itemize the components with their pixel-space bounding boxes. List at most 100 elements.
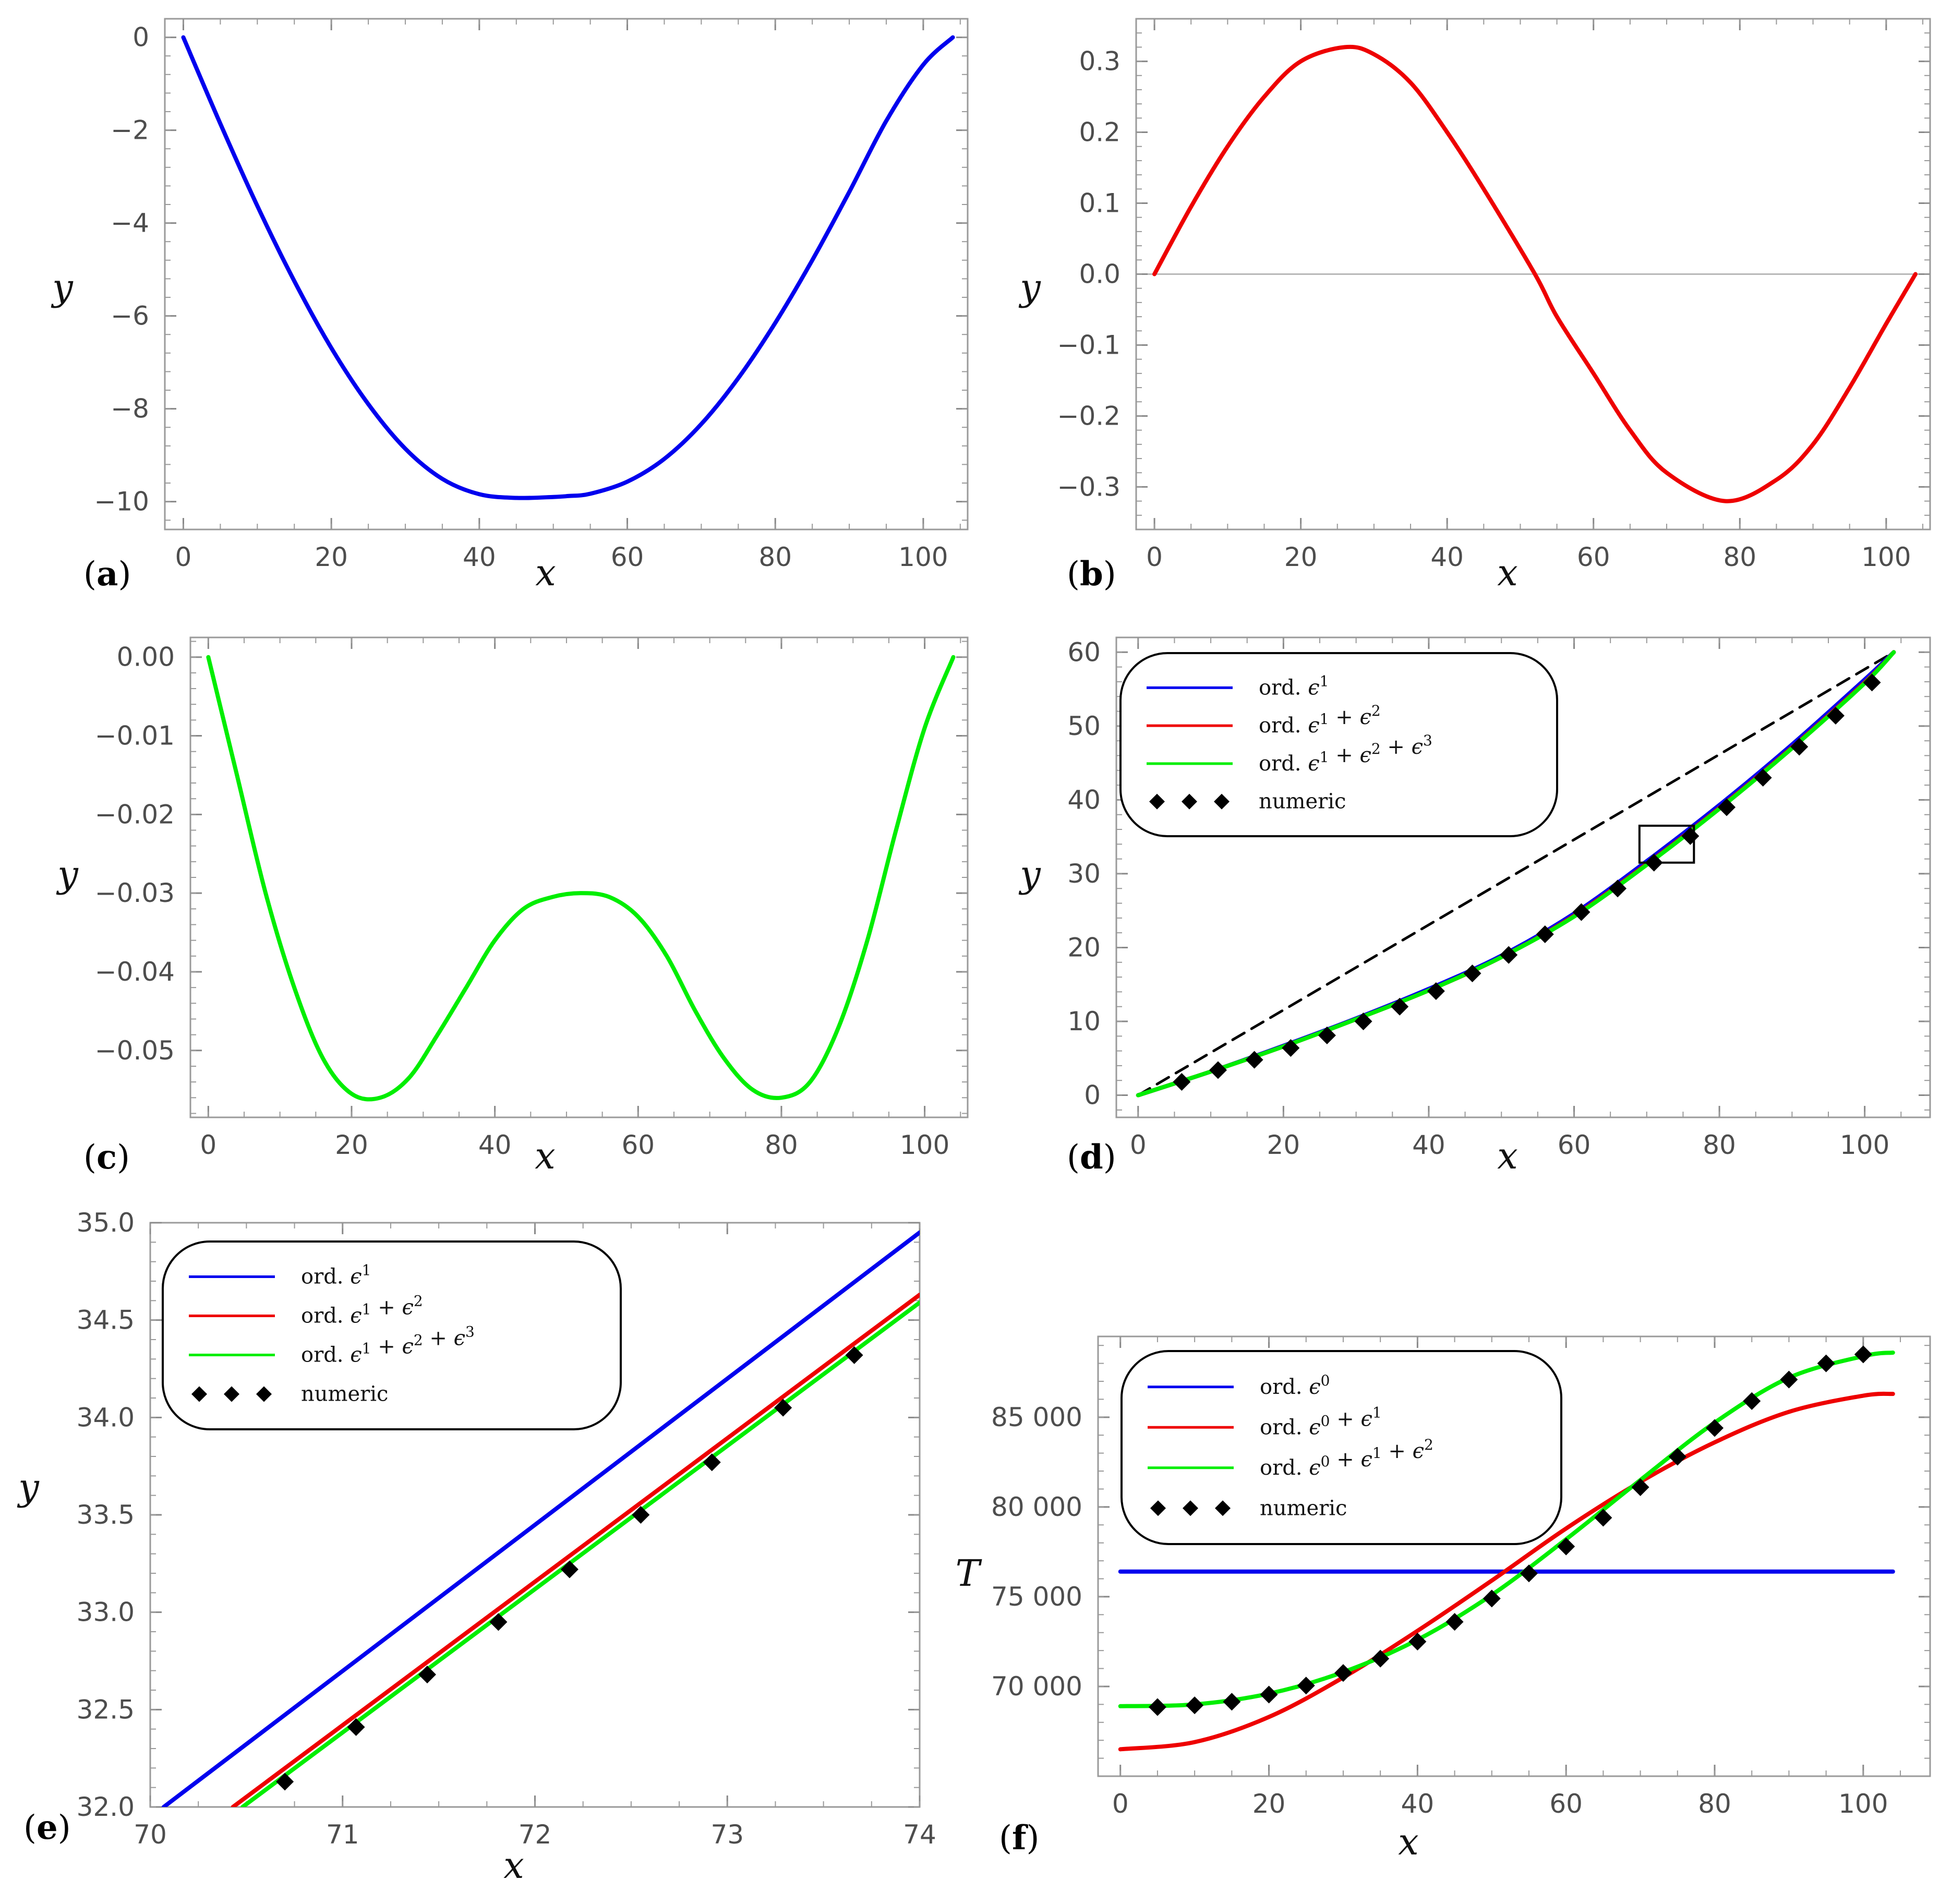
numeric-marker <box>1173 1073 1191 1091</box>
plot-area <box>1118 1345 1895 1752</box>
legend-label: ord. ϵ1 <box>301 1262 371 1289</box>
legend-plus: + <box>423 1327 454 1351</box>
legend-label: ord. ϵ1 + ϵ2 <box>1259 702 1381 738</box>
y-tick-label: −0.01 <box>95 721 175 751</box>
legend-plus: + <box>371 1335 402 1359</box>
legend-box <box>162 1240 622 1430</box>
numeric-marker <box>1681 827 1700 845</box>
legend-label-prefix: ord. <box>301 1343 350 1367</box>
y-tick-label: 0.2 <box>1079 117 1120 148</box>
legend-epsilon: ϵ <box>402 1296 413 1320</box>
series-line-0 <box>1137 650 1895 1097</box>
legend-superscript: 1 <box>362 1262 371 1279</box>
legend-superscript: 0 <box>1321 1372 1330 1389</box>
legend-label-prefix: ord. <box>1260 1456 1309 1480</box>
plot-frame <box>1097 1335 1931 1777</box>
numeric-marker <box>1445 1613 1464 1631</box>
panel-label-close: ) <box>58 1809 71 1847</box>
legend-marker-numeric <box>1183 1500 1198 1516</box>
legend-label: ord. ϵ1 + ϵ2 + ϵ3 <box>1259 732 1432 776</box>
legend-label: ord. ϵ0 <box>1260 1372 1330 1399</box>
plot-area <box>181 35 955 500</box>
x-tick-label: 100 <box>900 1130 949 1160</box>
panel-label-letter: f <box>1012 1818 1028 1858</box>
y-tick-label: 10 <box>1067 1006 1101 1037</box>
legend-epsilon: ϵ <box>1309 1456 1320 1480</box>
legend-epsilon: ϵ <box>1359 743 1371 767</box>
x-axis-title: x <box>1398 1821 1418 1863</box>
numeric-marker <box>1148 1698 1166 1716</box>
y-tick-label: 70 000 <box>991 1671 1082 1702</box>
numeric-marker <box>632 1506 650 1524</box>
x-tick-label: 74 <box>903 1819 936 1850</box>
y-tick-label: 0.00 <box>117 642 175 672</box>
numeric-marker <box>418 1666 436 1684</box>
legend-label: ord. ϵ0 + ϵ1 <box>1260 1404 1382 1439</box>
panel-label-open: ( <box>83 555 97 594</box>
y-axis-title: y <box>1018 266 1041 309</box>
numeric-marker <box>1557 1537 1575 1556</box>
panel-b: 0 20 40 60 80 100 0.3 0.2 0.1 0.0 −0.1 −0.2 −0.3 x y (b… <box>1018 18 1931 594</box>
x-tick-label: 100 <box>1861 542 1911 572</box>
x-tick-label: 100 <box>898 542 948 572</box>
x-tick-label: 20 <box>315 542 348 572</box>
numeric-marker <box>845 1346 863 1364</box>
numeric-marker <box>1223 1693 1241 1711</box>
numeric-marker <box>1743 1392 1761 1410</box>
panel-label-letter: c <box>97 1138 117 1177</box>
numeric-marker <box>1780 1370 1798 1389</box>
panel-label-close: ) <box>1027 1819 1040 1858</box>
y-tick-label: 33.5 <box>77 1500 135 1530</box>
panel-label: (f) <box>999 1818 1039 1858</box>
legend-marker-numeric <box>256 1386 272 1402</box>
panel-label: (d) <box>1067 1138 1116 1177</box>
legend-marker-numeric <box>191 1386 207 1402</box>
numeric-marker <box>1706 1419 1724 1437</box>
numeric-marker <box>1572 903 1590 921</box>
legend-label-prefix: ord. <box>1259 714 1308 738</box>
y-tick-label: −0.05 <box>95 1035 175 1066</box>
y-tick-label: −6 <box>111 301 149 331</box>
numeric-marker <box>1500 946 1518 964</box>
x-tick-label: 60 <box>1549 1789 1583 1819</box>
legend-label-prefix: ord. <box>1259 676 1308 700</box>
y-tick-label: −0.04 <box>95 957 175 987</box>
panel-label-open: ( <box>1067 555 1080 594</box>
numeric-marker <box>1463 965 1481 982</box>
legend-plus: + <box>1330 1448 1360 1472</box>
numeric-marker <box>1520 1564 1538 1583</box>
x-tick-label: 20 <box>1284 542 1318 572</box>
panel-label-close: ) <box>117 1138 130 1177</box>
y-tick-label: −0.1 <box>1057 330 1120 360</box>
x-tick-label: 80 <box>765 1130 798 1160</box>
legend-box <box>1120 1350 1562 1545</box>
series-line-1 <box>1118 1391 1895 1752</box>
numeric-marker <box>1427 982 1445 1000</box>
y-tick-label: −10 <box>94 487 149 517</box>
x-tick-label: 20 <box>335 1130 368 1160</box>
panel-label-open: ( <box>1067 1138 1080 1177</box>
numeric-marker <box>560 1560 579 1578</box>
legend-label-numeric: numeric <box>1259 790 1346 814</box>
y-tick-label: 35.0 <box>77 1208 135 1238</box>
numeric-marker <box>1594 1509 1612 1527</box>
y-tick-label: −0.3 <box>1057 472 1120 502</box>
y-tick-label: 34.5 <box>77 1305 135 1335</box>
x-tick-label: 100 <box>1838 1789 1888 1819</box>
legend-marker-numeric <box>1182 793 1197 810</box>
panel-label: (a) <box>83 555 131 594</box>
legend-superscript: 2 <box>1424 1436 1433 1453</box>
legend-plus: + <box>1381 735 1412 759</box>
plot-area <box>206 655 956 1102</box>
y-tick-label: 40 <box>1067 785 1101 815</box>
y-axis-title: T <box>956 1552 982 1595</box>
panel-c: 0 20 40 60 80 100 0.00 −0.01 −0.02 −0.03 −0.04 −0.0… <box>56 636 969 1177</box>
numeric-marker <box>1483 1589 1501 1608</box>
y-tick-label: −8 <box>111 394 149 424</box>
x-tick-label: 60 <box>611 542 644 572</box>
x-tick-label: 80 <box>1703 1130 1736 1160</box>
panel-label-open: ( <box>83 1138 97 1177</box>
legend-box <box>1119 652 1558 837</box>
legend-superscript: 1 <box>362 1301 371 1318</box>
legend-epsilon: ϵ <box>1359 705 1371 729</box>
